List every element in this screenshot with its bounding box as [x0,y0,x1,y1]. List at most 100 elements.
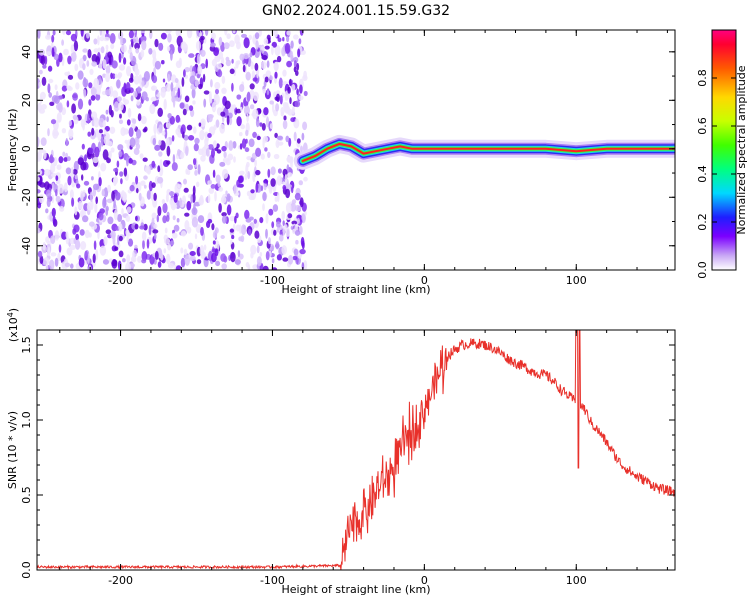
noise-speck [50,119,57,125]
noise-speck [192,100,196,105]
noise-speck [118,101,124,111]
noise-speck [211,102,217,113]
spectrogram-x-tick-label: -100 [260,274,285,287]
noise-speck [299,197,304,208]
noise-speck [65,30,72,36]
noise-speck [281,245,288,255]
noise-speck [232,104,236,109]
noise-speck [127,238,134,247]
noise-speck [265,251,270,261]
noise-speck [301,213,306,222]
noise-speck [84,250,88,261]
noise-speck [177,87,181,98]
noise-speck [258,108,262,114]
noise-speck [145,165,151,174]
noise-speck [248,34,252,41]
noise-speck [103,135,110,146]
ridge-core [301,142,675,162]
noise-speck [281,46,286,57]
noise-speck [169,240,175,246]
noise-speck [296,62,300,71]
noise-speck [165,137,170,148]
noise-speck [88,99,92,106]
noise-speck [84,154,87,162]
noise-speck [92,156,99,164]
noise-speck [41,104,47,110]
noise-speck [211,148,215,158]
noise-speck [281,210,286,221]
noise-speck [205,148,210,157]
noise-speck [252,108,259,120]
noise-speck [199,129,205,141]
noise-speck [105,30,109,34]
noise-speck [37,136,40,148]
noise-speck [95,93,101,101]
noise-speck [37,176,40,182]
noise-speck [255,182,259,193]
noise-speck [102,197,107,209]
noise-speck [154,60,161,70]
noise-speck [282,257,289,262]
noise-speck [296,88,299,96]
noise-speck [286,30,292,36]
noise-speck [37,150,43,161]
noise-speck [186,124,193,131]
noise-speck [284,42,291,54]
noise-speck [86,60,90,67]
noise-speck [153,233,157,240]
noise-speck [284,173,288,184]
noise-speck [241,33,247,38]
noise-speck [216,63,222,70]
noise-speck [208,91,212,102]
noise-speck [219,161,226,167]
noise-speck [40,54,46,65]
noise-speck [74,174,78,180]
noise-speck [133,90,138,98]
noise-speck [184,220,190,231]
noise-speck [119,171,124,177]
noise-speck [246,91,251,102]
noise-speck [157,165,161,173]
noise-speck [263,38,269,45]
snr-y-multiplier: (x104) [6,308,20,342]
noise-speck [287,155,291,163]
noise-speck [113,101,120,112]
noise-speck [262,265,269,270]
noise-speck [119,113,122,119]
noise-speck [252,77,258,82]
noise-speck [285,135,290,143]
noise-speck [278,77,283,89]
snr-y-ticks: 0.0 0.5 1.0 1.5 [20,336,675,579]
noise-speck [73,224,80,233]
snr-x-tick-label: -100 [260,574,285,587]
noise-speck [279,234,284,242]
noise-speck [158,139,162,146]
noise-speck [180,127,184,135]
noise-speck [78,257,85,268]
noise-speck [210,42,216,48]
noise-speck [62,30,66,35]
noise-speck [222,157,229,163]
noise-speck [275,93,281,103]
noise-speck [262,88,267,94]
noise-speck [293,131,297,142]
noise-speck [167,262,175,269]
noise-speck [66,100,70,108]
noise-speck [151,75,158,84]
noise-speck [250,244,257,255]
colorbar-ticks: 0.0 0.2 0.4 0.6 0.8 [696,69,736,279]
noise-speck [54,257,59,267]
noise-speck [217,69,223,78]
snr-y-tick-label: 0.5 [20,486,33,504]
noise-speck [126,65,132,77]
noise-speck [200,35,205,41]
noise-speck [276,135,283,140]
noise-speck [284,224,288,232]
noise-speck [277,37,282,43]
noise-speck [200,118,206,127]
noise-speck [111,190,115,202]
noise-speck [172,154,176,164]
noise-speck [179,197,183,207]
noise-speck [98,129,103,134]
noise-speck [65,231,69,239]
